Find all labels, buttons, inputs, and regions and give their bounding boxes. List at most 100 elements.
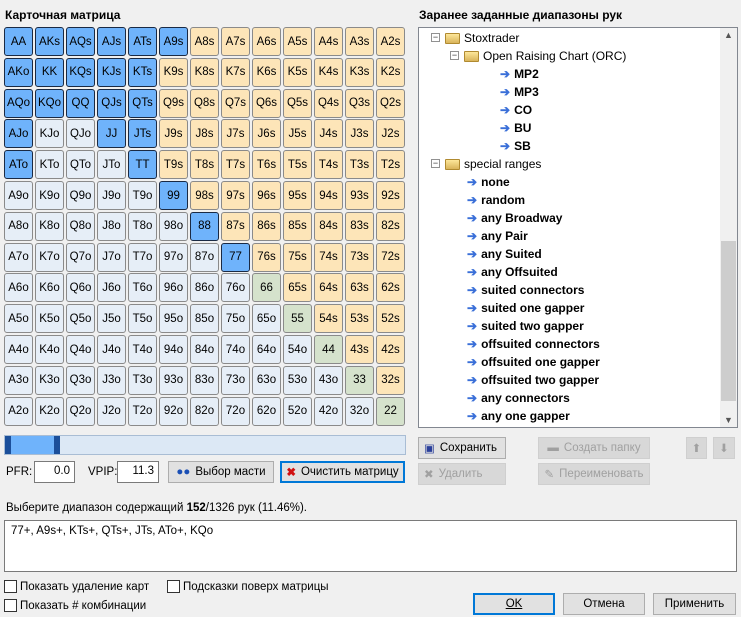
create-folder-button[interactable]: ▬ Создать папку <box>538 437 650 459</box>
hand-cell-AKo[interactable]: AKo <box>4 57 33 87</box>
hand-cell-JJ[interactable]: JJ <box>97 119 126 149</box>
hand-cell-Q3o[interactable]: Q3o <box>66 365 95 395</box>
hand-cell-87s[interactable]: 87s <box>221 211 250 241</box>
hand-cell-J6s[interactable]: J6s <box>252 119 281 149</box>
tree-node-sb[interactable]: ➔ SB <box>500 137 531 155</box>
hand-cell-J9o[interactable]: J9o <box>97 181 126 210</box>
hand-cell-64o[interactable]: 64o <box>252 335 281 364</box>
hand-cell-KTo[interactable]: KTo <box>35 150 64 180</box>
hand-cell-A7s[interactable]: A7s <box>221 27 250 56</box>
hand-cell-AJs[interactable]: AJs <box>97 27 126 56</box>
hand-cell-KQs[interactable]: KQs <box>66 57 95 87</box>
tree-node-any-broadway[interactable]: ➔ any Broadway <box>467 209 562 227</box>
hand-cell-Q2o[interactable]: Q2o <box>66 396 95 426</box>
hand-cell-96o[interactable]: 96o <box>159 273 188 303</box>
hand-cell-Q4s[interactable]: Q4s <box>314 88 343 118</box>
hand-cell-53s[interactable]: 53s <box>345 304 374 334</box>
hand-cell-T6s[interactable]: T6s <box>252 150 281 180</box>
tree-node-any-connectors[interactable]: ➔ any connectors <box>467 389 570 407</box>
hand-cell-JTo[interactable]: JTo <box>97 150 126 180</box>
hand-cell-J2s[interactable]: J2s <box>376 119 405 149</box>
suit-select-button[interactable]: ●● Выбор масти <box>168 461 274 483</box>
hand-cell-AJo[interactable]: AJo <box>4 119 33 149</box>
hand-cell-J3o[interactable]: J3o <box>97 365 126 395</box>
hand-cell-77[interactable]: 77 <box>221 242 250 272</box>
tree-node-suited-connectors[interactable]: ➔ suited connectors <box>467 281 584 299</box>
hand-cell-72s[interactable]: 72s <box>376 242 405 272</box>
hand-cell-J8s[interactable]: J8s <box>190 119 219 149</box>
hand-cell-88[interactable]: 88 <box>190 211 219 241</box>
slider-handle-right[interactable] <box>54 436 60 454</box>
hand-cell-63s[interactable]: 63s <box>345 273 374 303</box>
hand-cell-T8s[interactable]: T8s <box>190 150 219 180</box>
hand-cell-73o[interactable]: 73o <box>221 365 250 395</box>
hand-cell-42s[interactable]: 42s <box>376 335 405 364</box>
hand-cell-92o[interactable]: 92o <box>159 396 188 426</box>
hand-cell-KK[interactable]: KK <box>35 57 64 87</box>
hand-cell-ATs[interactable]: ATs <box>128 27 157 56</box>
hand-cell-Q5o[interactable]: Q5o <box>66 304 95 334</box>
hand-cell-75o[interactable]: 75o <box>221 304 250 334</box>
hand-cell-32s[interactable]: 32s <box>376 365 405 395</box>
delete-button[interactable]: ✖ Удалить <box>418 463 506 485</box>
pfr-input[interactable]: 0.0 <box>34 461 75 483</box>
hand-cell-Q8o[interactable]: Q8o <box>66 211 95 241</box>
hand-cell-74o[interactable]: 74o <box>221 335 250 364</box>
hand-cell-65s[interactable]: 65s <box>283 273 312 303</box>
hand-cell-QTo[interactable]: QTo <box>66 150 95 180</box>
hand-cell-T3o[interactable]: T3o <box>128 365 157 395</box>
hand-cell-32o[interactable]: 32o <box>345 396 374 426</box>
hand-cell-T5s[interactable]: T5s <box>283 150 312 180</box>
tree-node-stoxtrader[interactable]: Stoxtrader <box>445 29 519 47</box>
hand-cell-J9s[interactable]: J9s <box>159 119 188 149</box>
hand-cell-52o[interactable]: 52o <box>283 396 312 426</box>
scroll-up-icon[interactable]: ▲ <box>724 30 733 40</box>
cancel-button[interactable]: Отмена <box>563 593 645 615</box>
hand-cell-K4o[interactable]: K4o <box>35 335 64 364</box>
hand-cell-95s[interactable]: 95s <box>283 181 312 210</box>
tree-node-mp3[interactable]: ➔ MP3 <box>500 83 539 101</box>
hand-cell-75s[interactable]: 75s <box>283 242 312 272</box>
hand-cell-QJs[interactable]: QJs <box>97 88 126 118</box>
hand-cell-K2o[interactable]: K2o <box>35 396 64 426</box>
range-text-input[interactable]: 77+, A9s+, KTs+, QTs+, JTs, ATo+, KQo <box>4 520 737 572</box>
move-down-button[interactable]: ⬇ <box>713 437 735 459</box>
hand-cell-K3o[interactable]: K3o <box>35 365 64 395</box>
hand-cell-Q7o[interactable]: Q7o <box>66 242 95 272</box>
hand-cell-J2o[interactable]: J2o <box>97 396 126 426</box>
hand-cell-T9o[interactable]: T9o <box>128 181 157 210</box>
hand-cell-A3o[interactable]: A3o <box>4 365 33 395</box>
hand-cell-A2o[interactable]: A2o <box>4 396 33 426</box>
hand-cell-J7o[interactable]: J7o <box>97 242 126 272</box>
hand-cell-T4o[interactable]: T4o <box>128 335 157 364</box>
hand-cell-K8o[interactable]: K8o <box>35 211 64 241</box>
hand-cell-KJs[interactable]: KJs <box>97 57 126 87</box>
hand-cell-JTs[interactable]: JTs <box>128 119 157 149</box>
hand-cell-T5o[interactable]: T5o <box>128 304 157 334</box>
hand-cell-62o[interactable]: 62o <box>252 396 281 426</box>
hand-cell-85o[interactable]: 85o <box>190 304 219 334</box>
hand-cell-J5o[interactable]: J5o <box>97 304 126 334</box>
hand-cell-94o[interactable]: 94o <box>159 335 188 364</box>
hand-cell-63o[interactable]: 63o <box>252 365 281 395</box>
hand-cell-Q6s[interactable]: Q6s <box>252 88 281 118</box>
hand-cell-K3s[interactable]: K3s <box>345 57 374 87</box>
hand-cell-AQs[interactable]: AQs <box>66 27 95 56</box>
hand-cell-42o[interactable]: 42o <box>314 396 343 426</box>
hand-cell-AA[interactable]: AA <box>4 27 33 56</box>
hand-cell-95o[interactable]: 95o <box>159 304 188 334</box>
hand-cell-Q2s[interactable]: Q2s <box>376 88 405 118</box>
hand-cell-Q9o[interactable]: Q9o <box>66 181 95 210</box>
hand-matrix[interactable]: AA AKs AQs AJs ATs A9s A8s A7s A6s A5s A4s A3s A2s AK… <box>4 27 406 427</box>
hand-cell-A6s[interactable]: A6s <box>252 27 281 56</box>
hand-cell-A2s[interactable]: A2s <box>376 27 405 56</box>
hand-cell-T2s[interactable]: T2s <box>376 150 405 180</box>
hand-cell-QQ[interactable]: QQ <box>66 88 95 118</box>
tree-node-co[interactable]: ➔ CO <box>500 101 532 119</box>
checkbox-box[interactable] <box>4 580 17 593</box>
hand-cell-97s[interactable]: 97s <box>221 181 250 210</box>
checkbox-box[interactable] <box>4 599 17 612</box>
hand-cell-22[interactable]: 22 <box>376 396 405 426</box>
move-up-button[interactable]: ⬆ <box>686 437 707 459</box>
hand-cell-Q3s[interactable]: Q3s <box>345 88 374 118</box>
